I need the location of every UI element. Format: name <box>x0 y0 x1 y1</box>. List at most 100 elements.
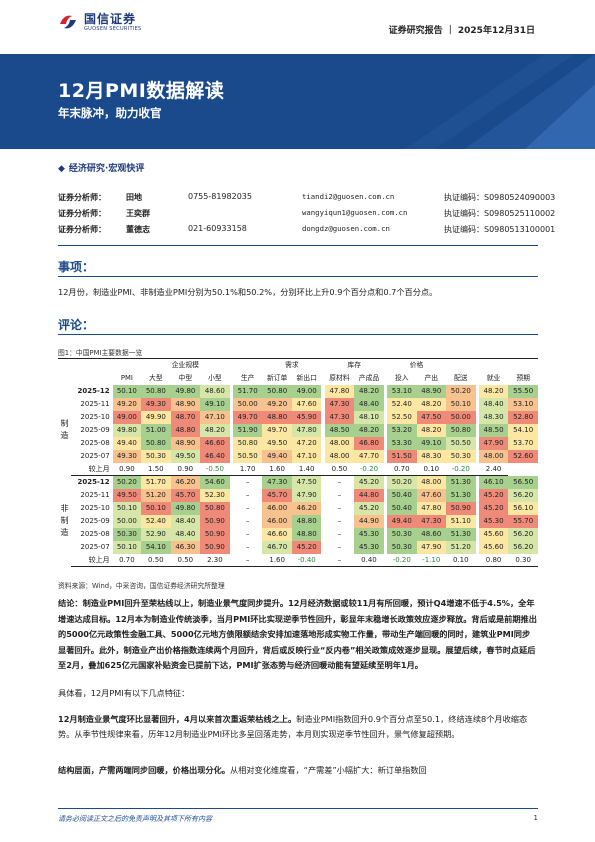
table-cell: 0.30 <box>508 553 538 567</box>
analyst-role: 证券分析师： <box>58 193 106 202</box>
analyst-name: 田地 <box>126 193 142 202</box>
column-header: 配送 <box>453 373 468 382</box>
analyst-cert: 执证编码：S0980513100001 <box>444 225 556 234</box>
analyst-name: 董德志 <box>126 225 150 234</box>
table-cell: 56.20 <box>508 488 538 502</box>
table-cell: 0.80 <box>478 553 509 567</box>
table-cell: 48.20 <box>200 423 230 437</box>
table-cell: 46.70 <box>262 540 292 554</box>
banner-decoration <box>405 54 595 149</box>
table-cell: 50.50 <box>232 449 263 463</box>
table-row: 2025-11 49.50 51.20 45.70 52.30–45.70 47.90–4… <box>58 488 538 502</box>
table-cell: 47.60 <box>416 488 447 502</box>
table-cell: 50.00 <box>232 397 263 411</box>
table-cell: 0.40 <box>354 553 384 567</box>
table-cell: – <box>337 517 342 525</box>
table-cell: 50.10 <box>112 384 142 398</box>
table-cell: 54.10 <box>141 540 171 554</box>
table-cell: 50.30 <box>387 540 417 554</box>
table-cell: 48.20 <box>354 384 384 398</box>
table-cell: 45.60 <box>478 527 509 541</box>
column-header: 中型 <box>178 373 193 382</box>
table-row: 较上月 0.90 1.50 0.90 -0.50 1.70 1.60 1.40 0.50 -0.2… <box>58 462 538 476</box>
point1-text: 制造业PMI指数回升0.9个百分点至50.1，终结连续8个月收缩态势。从季节性规… <box>58 714 528 739</box>
analyst-role: 证券分析师： <box>58 209 106 218</box>
table-cell: 48.80 <box>262 410 292 424</box>
table-cell: 49.10 <box>200 397 230 411</box>
table-cell: – <box>245 543 250 551</box>
table-cell: 48.90 <box>416 384 447 398</box>
analyst-list: 证券分析师： 田地 0755-81982035 tiandi2@guosen.c… <box>58 192 555 240</box>
table-cell: 48.00 <box>478 449 509 463</box>
analyst-phone: 021-60933158 <box>188 224 247 233</box>
table-cell: 49.50 <box>170 449 201 463</box>
table-cell: 0.50 <box>170 553 201 567</box>
analyst-email[interactable]: tiandi2@guosen.com.cn <box>302 192 395 201</box>
table-cell: 48.50 <box>478 423 509 437</box>
divider <box>58 334 538 335</box>
table-row: 2025-11 49.20 49.30 48.90 49.10 50.00 49.20 47.… <box>58 397 538 411</box>
table-cell: 48.40 <box>170 527 201 541</box>
figure-caption: 图1：中国PMI主要数据一览 <box>58 349 143 357</box>
table-cell: 47.70 <box>354 449 384 463</box>
table-row: 较上月 0.70 0.50 0.50 2.30–1.60 -0.40–0.40 -0.20-… <box>58 553 538 567</box>
row-label: 2025-07 <box>80 452 110 460</box>
table-cell: 51.30 <box>446 527 476 541</box>
divider <box>58 276 538 277</box>
table-cell: 49.30 <box>141 397 171 411</box>
table-cell: 50.10 <box>141 501 171 515</box>
table-cell: 0.70 <box>387 462 417 476</box>
table-cell: 49.70 <box>262 423 292 437</box>
pmi-table: 企业规模 需求 库存 价格 PMI 大型 中型 小型 生产 新订单 新出口 原材料 产成品 投入 产… <box>58 358 538 567</box>
column-header: PMI <box>120 373 133 382</box>
table-cell: – <box>324 553 355 567</box>
table-cell: 48.80 <box>170 423 201 437</box>
table-cell: 48.90 <box>170 397 201 411</box>
table-cell: 49.40 <box>262 449 292 463</box>
table-body: 制造 2025-12 50.10 50.80 49.80 48.60 51.70 50.80 4… <box>58 384 538 567</box>
table-cell: 48.70 <box>170 410 201 424</box>
analyst-email[interactable]: wangyiqun1@guosen.com.cn <box>302 208 408 217</box>
table-cell: 56.20 <box>508 527 538 541</box>
table-cell: 48.20 <box>416 423 447 437</box>
header-group-demand: 需求 <box>262 358 322 372</box>
table-cell: 46.20 <box>291 501 322 515</box>
report-subtitle: 年末脉冲，助力收官 <box>58 106 162 120</box>
table-cell: 53.70 <box>508 436 538 450</box>
table-cell: 48.40 <box>354 397 384 411</box>
brand-logo: 国信证券 GUOSEN SECURITIES <box>58 12 142 32</box>
divider <box>58 245 538 246</box>
table-row: 2025-08 49.40 50.80 48.90 46.60 50.80 49.50 47.… <box>58 436 538 450</box>
table-cell: 56.50 <box>508 475 538 489</box>
column-header: 就业 <box>486 373 501 382</box>
row-label: 2025-10 <box>80 504 110 512</box>
table-cell: 2.30 <box>200 553 230 567</box>
table-cell: 47.80 <box>416 501 447 515</box>
table-cell: 48.30 <box>416 449 447 463</box>
table-cell: 49.80 <box>170 501 201 515</box>
table-cell: 47.90 <box>416 540 447 554</box>
table-cell: 50.30 <box>446 449 476 463</box>
table-cell: 53.10 <box>508 397 538 411</box>
table-cell: 54.10 <box>508 423 538 437</box>
row-label: 2025-10 <box>80 413 110 421</box>
table-cell: 52.90 <box>141 527 171 541</box>
point2-lead: 结构层面，产需两端同步回暖，价格出现分化。 <box>58 765 230 775</box>
table-cell: 45.30 <box>478 514 509 528</box>
table-cell: 50.50 <box>446 436 476 450</box>
table-cell: 55.70 <box>508 514 538 528</box>
table-cell: 2.40 <box>478 462 509 476</box>
table-cell: 51.90 <box>232 423 263 437</box>
table-cell: 51.30 <box>446 488 476 502</box>
table-cell: – <box>245 530 250 538</box>
analyst-email[interactable]: dongdz@guosen.com.cn <box>302 224 390 233</box>
column-header: 预期 <box>516 373 530 382</box>
table-cell: 51.30 <box>446 475 476 489</box>
table-cell: 49.00 <box>291 384 322 398</box>
table-cell: 52.40 <box>387 397 417 411</box>
row-label: 2025-12 <box>77 387 110 395</box>
table-cell: – <box>337 543 342 551</box>
table-cell: 49.90 <box>141 410 171 424</box>
table-cell: -0.20 <box>446 462 476 476</box>
table-cell: 51.20 <box>141 488 171 502</box>
